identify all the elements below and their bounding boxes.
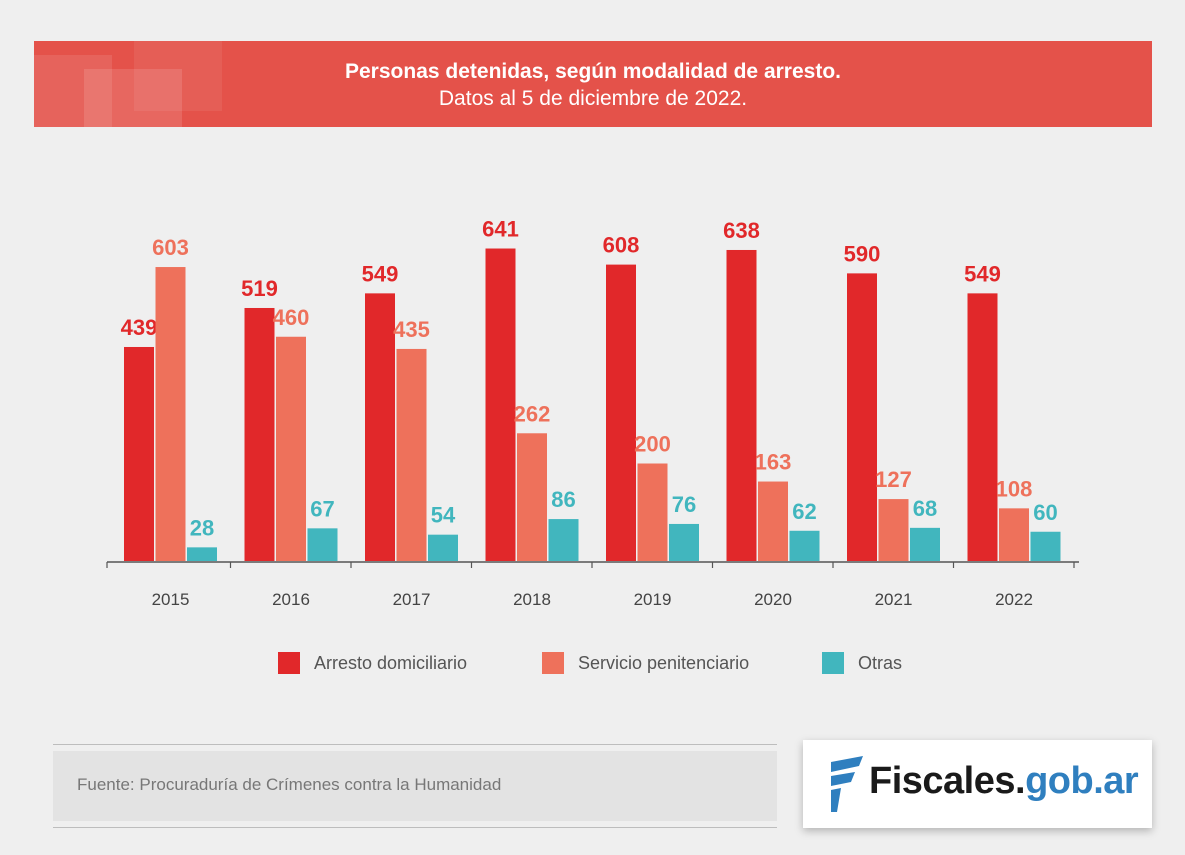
data-label: 608 (603, 233, 640, 258)
fiscales-logo-icon (831, 756, 863, 812)
source-text: Fuente: Procuraduría de Crímenes contra … (77, 775, 502, 794)
chart-title: Personas detenidas, según modalidad de a… (345, 60, 841, 83)
logo-text-fiscales: Fiscales. (869, 760, 1026, 802)
legend-swatch (278, 652, 300, 674)
bar-2015-0 (124, 346, 154, 561)
data-label: 76 (672, 492, 696, 517)
legend-swatch (822, 652, 844, 674)
x-tick-label: 2019 (634, 590, 672, 609)
bar-2019-1 (637, 463, 668, 561)
bar-2020-0 (726, 249, 757, 561)
chart-legend: Arresto domiciliario Servicio penitenciar… (0, 652, 1185, 678)
data-label: 262 (514, 401, 551, 426)
data-label: 60 (1033, 500, 1057, 525)
data-label: 549 (964, 261, 1001, 286)
bar-2020-2 (789, 530, 820, 561)
bar-2015-1 (155, 267, 186, 561)
data-label: 439 (121, 315, 158, 340)
bar-2022-0 (967, 293, 998, 561)
x-tick-label: 2022 (995, 590, 1033, 609)
x-tick-label: 2021 (875, 590, 913, 609)
data-label: 163 (755, 450, 792, 475)
bar-2016-2 (307, 528, 338, 561)
data-label: 86 (551, 487, 575, 512)
data-label: 200 (634, 432, 671, 457)
legend-label: Otras (858, 652, 903, 673)
x-tick-label: 2016 (272, 590, 310, 609)
legend-label: Arresto domiciliario (314, 652, 468, 673)
legend-item: Arresto domiciliario (278, 652, 467, 674)
bar-2021-0 (847, 273, 877, 561)
data-label: 590 (844, 241, 881, 266)
data-label: 549 (362, 261, 399, 286)
bar-2021-1 (878, 499, 909, 561)
x-tick-label: 2015 (152, 590, 190, 609)
x-tick-label: 2017 (393, 590, 431, 609)
data-label: 108 (996, 476, 1033, 501)
data-label: 435 (393, 317, 430, 342)
bar-2021-2 (910, 527, 940, 561)
bar-2016-0 (244, 307, 275, 561)
bar-2019-0 (606, 264, 636, 561)
legend-item: Otras (822, 652, 902, 674)
data-label: 519 (241, 276, 278, 301)
legend-item: Servicio penitenciario (542, 652, 749, 674)
data-label: 638 (723, 218, 760, 243)
data-label: 28 (190, 515, 214, 540)
bar-2019-2 (669, 523, 699, 561)
source-box: Fuente: Procuraduría de Crímenes contra … (53, 744, 777, 828)
bar-2022-1 (999, 508, 1029, 561)
bar-2016-1 (276, 336, 306, 561)
bar-chart: 439 603 28 2015 519 460 67 2016 549 435 54 2017 641 2… (106, 217, 1079, 609)
bar-2017-2 (428, 534, 458, 561)
bar-2015-2 (187, 547, 217, 561)
bar-2022-2 (1030, 531, 1061, 561)
data-label: 603 (152, 235, 189, 260)
x-tick-label: 2018 (513, 590, 551, 609)
bar-2020-1 (758, 481, 788, 561)
data-label: 62 (792, 499, 816, 524)
bar-2017-1 (396, 348, 427, 561)
data-label: 67 (310, 496, 334, 521)
legend-label: Servicio penitenciario (578, 652, 750, 673)
x-tick-label: 2020 (754, 590, 792, 609)
data-label: 460 (273, 305, 310, 330)
fiscales-logo: Fiscales.gob.ar (803, 740, 1152, 828)
bar-2018-2 (548, 519, 579, 561)
bar-2018-1 (517, 433, 547, 561)
header-banner: Personas detenidas, según modalidad de a… (34, 41, 1152, 127)
data-label: 641 (482, 217, 519, 242)
bar-2018-0 (485, 248, 516, 561)
legend-swatch (542, 652, 564, 674)
bar-2017-0 (365, 293, 395, 561)
chart-subtitle: Datos al 5 de diciembre de 2022. (438, 87, 748, 110)
data-label: 127 (875, 467, 912, 492)
data-label: 68 (913, 496, 937, 521)
logo-text-gobar: gob.ar (1025, 760, 1139, 802)
data-label: 54 (431, 503, 456, 528)
